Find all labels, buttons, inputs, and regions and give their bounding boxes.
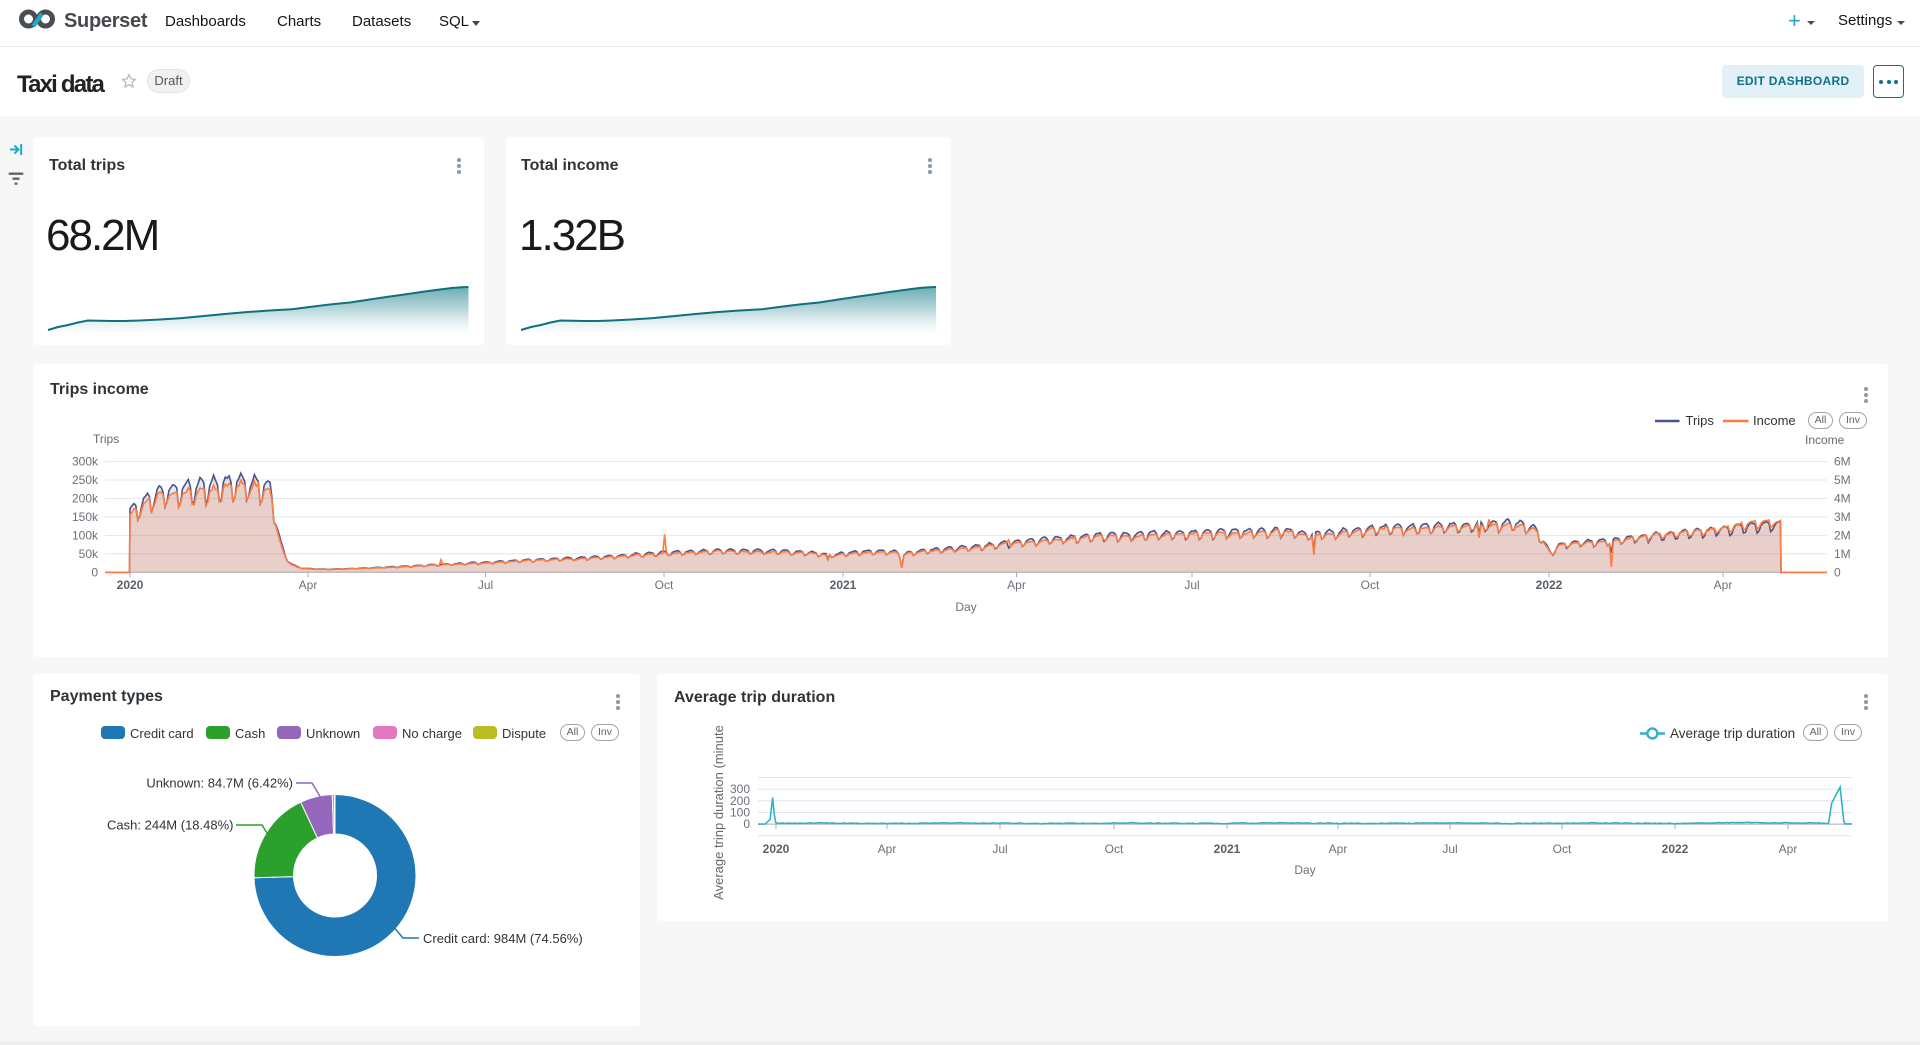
svg-text:Jul: Jul bbox=[992, 842, 1007, 856]
svg-text:3M: 3M bbox=[1834, 510, 1851, 524]
svg-text:Apr: Apr bbox=[1714, 578, 1733, 592]
svg-text:2022: 2022 bbox=[1662, 842, 1689, 856]
svg-text:2021: 2021 bbox=[1214, 842, 1241, 856]
svg-text:Oct: Oct bbox=[1105, 842, 1124, 856]
svg-text:Day: Day bbox=[955, 600, 976, 614]
svg-text:2020: 2020 bbox=[763, 842, 790, 856]
svg-text:0: 0 bbox=[91, 565, 98, 579]
svg-text:2021: 2021 bbox=[830, 578, 857, 592]
svg-text:Jul: Jul bbox=[1442, 842, 1457, 856]
svg-text:0: 0 bbox=[1834, 565, 1841, 579]
svg-text:200: 200 bbox=[730, 794, 750, 808]
svg-text:150k: 150k bbox=[72, 510, 99, 524]
svg-text:Jul: Jul bbox=[478, 578, 493, 592]
svg-text:2022: 2022 bbox=[1536, 578, 1563, 592]
svg-text:Day: Day bbox=[1294, 863, 1315, 877]
svg-text:Oct: Oct bbox=[1361, 578, 1380, 592]
svg-text:Income: Income bbox=[1753, 413, 1796, 428]
svg-text:Apr: Apr bbox=[878, 842, 897, 856]
svg-text:2M: 2M bbox=[1834, 528, 1851, 542]
svg-text:200k: 200k bbox=[72, 492, 99, 506]
svg-text:Trips: Trips bbox=[93, 432, 119, 446]
svg-text:Trips: Trips bbox=[1686, 413, 1715, 428]
svg-text:4M: 4M bbox=[1834, 492, 1851, 506]
svg-text:5M: 5M bbox=[1834, 473, 1851, 487]
svg-text:Apr: Apr bbox=[1779, 842, 1798, 856]
svg-text:1M: 1M bbox=[1834, 547, 1851, 561]
svg-text:100k: 100k bbox=[72, 528, 99, 542]
svg-text:2020: 2020 bbox=[117, 578, 144, 592]
svg-text:300: 300 bbox=[730, 782, 750, 796]
svg-text:300k: 300k bbox=[72, 455, 99, 469]
svg-text:Jul: Jul bbox=[1184, 578, 1199, 592]
svg-text:Credit card: 984M (74.56%): Credit card: 984M (74.56%) bbox=[423, 931, 583, 946]
svg-text:Apr: Apr bbox=[299, 578, 318, 592]
svg-text:100: 100 bbox=[730, 806, 750, 820]
svg-text:6M: 6M bbox=[1834, 455, 1851, 469]
svg-text:Average trinp duration (minute: Average trinp duration (minute bbox=[711, 725, 726, 900]
svg-text:Oct: Oct bbox=[1553, 842, 1572, 856]
svg-text:Oct: Oct bbox=[655, 578, 674, 592]
svg-text:Unknown: 84.7M (6.42%): Unknown: 84.7M (6.42%) bbox=[146, 776, 293, 791]
svg-text:Income: Income bbox=[1805, 433, 1845, 447]
svg-text:Cash: 244M (18.48%): Cash: 244M (18.48%) bbox=[107, 818, 233, 833]
svg-text:Apr: Apr bbox=[1329, 842, 1348, 856]
svg-text:50k: 50k bbox=[79, 547, 99, 561]
svg-text:250k: 250k bbox=[72, 473, 99, 487]
svg-text:Apr: Apr bbox=[1007, 578, 1026, 592]
svg-text:0: 0 bbox=[743, 817, 750, 831]
svg-text:Average trip duration: Average trip duration bbox=[1670, 726, 1795, 741]
